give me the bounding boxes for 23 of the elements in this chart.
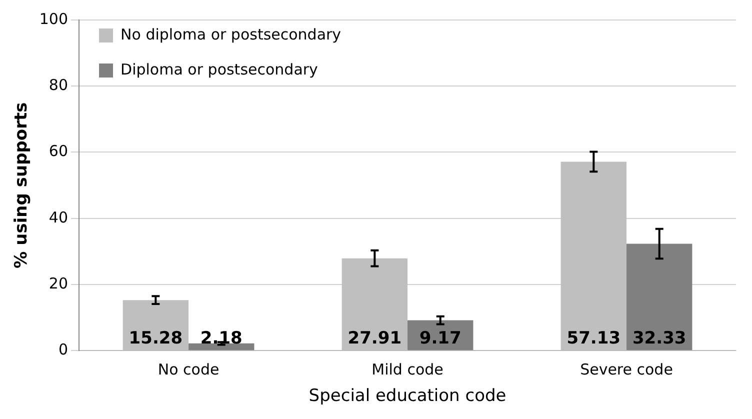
data-label: 15.28: [128, 328, 183, 349]
bar: [560, 162, 627, 350]
data-label: 9.17: [419, 328, 462, 349]
y-tick-label: 0: [58, 340, 68, 358]
y-tick-label: 20: [48, 274, 68, 292]
x-axis-title: Special education code: [308, 386, 506, 406]
x-tick-label: Mild code: [372, 360, 444, 378]
bar: [342, 258, 408, 350]
data-label: 27.91: [348, 328, 402, 349]
y-tick-label: 100: [39, 10, 68, 28]
y-tick-label: 80: [48, 76, 68, 94]
legend-label: Diploma or postsecondary: [120, 60, 318, 78]
x-tick-label: No code: [158, 360, 220, 378]
data-label: 32.33: [632, 328, 686, 349]
legend-label: No diploma or postsecondary: [120, 25, 342, 44]
data-label: 2.18: [200, 328, 242, 349]
bar: [626, 244, 692, 350]
y-tick-label: 40: [48, 208, 68, 226]
x-tick-label: Severe code: [580, 360, 673, 378]
y-axis-title: % using supports: [12, 102, 32, 268]
data-label: 57.13: [566, 328, 621, 349]
bar: [188, 343, 254, 350]
y-tick-label: 60: [48, 142, 68, 160]
